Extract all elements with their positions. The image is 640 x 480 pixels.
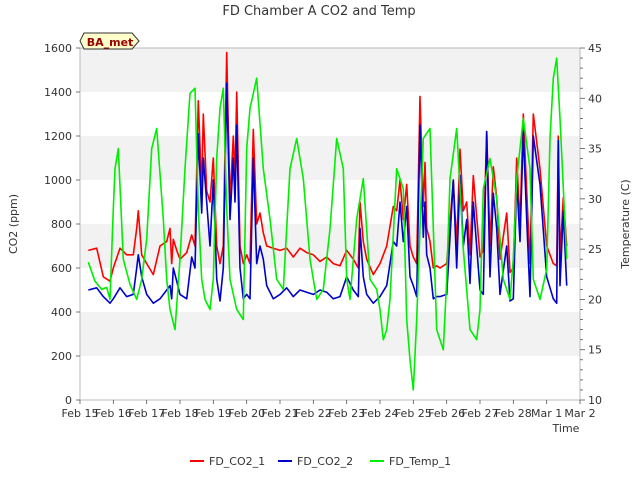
legend-label: FD_Temp_1 — [389, 455, 451, 468]
y-tick-label: 1400 — [44, 86, 72, 99]
x-tick-label: Feb 16 — [95, 407, 132, 420]
grid-band — [80, 180, 580, 224]
series-line-FD_CO2_2 — [88, 82, 568, 305]
y-tick-label: 1600 — [44, 42, 72, 55]
x-axis-label: Time — [552, 422, 580, 435]
badge: BA_met — [79, 32, 140, 50]
x-tick-label: Feb 26 — [428, 407, 465, 420]
legend-label: FD_CO2_1 — [209, 455, 265, 468]
y2-tick-label: 35 — [588, 143, 602, 156]
x-tick-label: Feb 20 — [228, 407, 265, 420]
y-tick-label: 400 — [51, 306, 72, 319]
x-tick-label: Feb 27 — [462, 407, 499, 420]
series-line-FD_Temp_1 — [87, 57, 568, 391]
grid-band — [80, 136, 580, 180]
grid-band — [80, 268, 580, 312]
grid-band — [80, 312, 580, 356]
x-tick-label: Feb 24 — [362, 407, 399, 420]
y2-axis-label: Temperature (C) — [619, 179, 632, 269]
x-tick-label: Feb 15 — [62, 407, 99, 420]
chart-title: FD Chamber A CO2 and Temp — [222, 4, 415, 19]
x-tick-label: Mar 2 — [564, 407, 595, 420]
plot-area — [87, 51, 568, 391]
y-tick-label: 800 — [51, 218, 72, 231]
x-tick-label: Feb 25 — [395, 407, 432, 420]
y2-tick-label: 40 — [588, 92, 602, 105]
x-tick-label: Feb 23 — [328, 407, 365, 420]
y-tick-label: 1200 — [44, 130, 72, 143]
series-group — [87, 51, 568, 391]
y2-tick-label: 15 — [588, 344, 602, 357]
y-axis-label: CO2 (ppm) — [7, 194, 20, 254]
x-tick-label: Feb 18 — [162, 407, 199, 420]
y2-tick-label: 30 — [588, 193, 602, 206]
y2-tick-label: 25 — [588, 243, 602, 256]
x-tick-label: Feb 28 — [495, 407, 532, 420]
y-axis-ticks: 0 200 400 600 800 1000 1200 1400 1600 — [44, 42, 80, 407]
y-tick-label: 0 — [65, 394, 72, 407]
x-tick-label: Mar 1 — [531, 407, 562, 420]
x-tick-label: Feb 17 — [128, 407, 165, 420]
x-tick-label: Feb 19 — [195, 407, 232, 420]
y-tick-label: 1000 — [44, 174, 72, 187]
badge-label: BA_met — [87, 36, 134, 49]
x-tick-label: Feb 21 — [262, 407, 299, 420]
y-tick-label: 200 — [51, 350, 72, 363]
grid-band — [80, 356, 580, 400]
grid-band — [80, 92, 580, 136]
y-tick-label: 600 — [51, 262, 72, 275]
badge-box — [79, 32, 140, 50]
legend: FD_CO2_1 FD_CO2_2 FD_Temp_1 — [190, 455, 451, 468]
x-tick-label: Feb 22 — [295, 407, 332, 420]
y2-tick-label: 20 — [588, 293, 602, 306]
grid-band — [80, 48, 580, 92]
y2-tick-label: 10 — [588, 394, 602, 407]
legend-label: FD_CO2_2 — [297, 455, 353, 468]
y2-tick-label: 45 — [588, 42, 602, 55]
y2-axis-ticks: 10 15 20 25 30 35 40 45 — [580, 42, 602, 407]
